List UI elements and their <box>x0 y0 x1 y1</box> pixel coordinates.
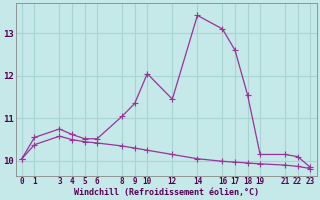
X-axis label: Windchill (Refroidissement éolien,°C): Windchill (Refroidissement éolien,°C) <box>74 188 259 197</box>
